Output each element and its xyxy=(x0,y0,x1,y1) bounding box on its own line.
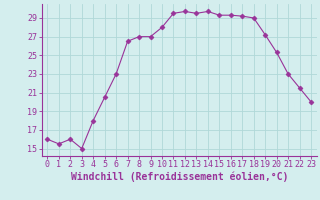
X-axis label: Windchill (Refroidissement éolien,°C): Windchill (Refroidissement éolien,°C) xyxy=(70,172,288,182)
